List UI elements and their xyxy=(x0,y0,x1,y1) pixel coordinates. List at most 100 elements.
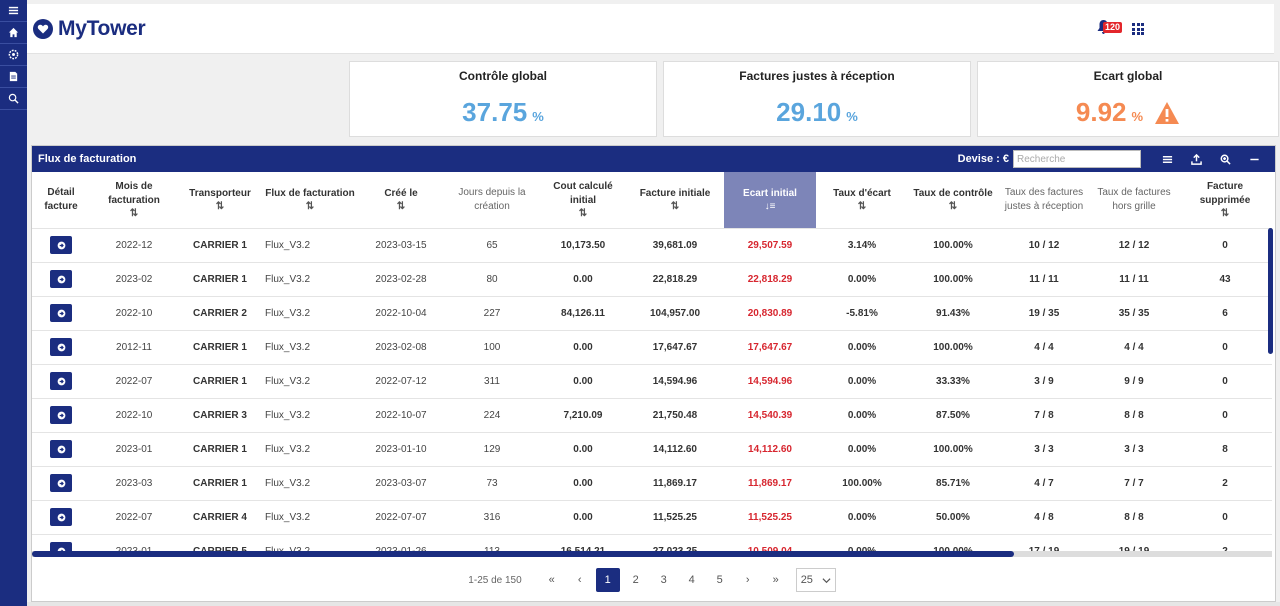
gear-icon[interactable] xyxy=(0,44,27,66)
cell-jours: 100 xyxy=(444,329,540,364)
cell-supprimee: 43 xyxy=(1178,261,1272,296)
detail-button[interactable] xyxy=(50,508,72,526)
col-header[interactable]: Mois de facturation ⇅ xyxy=(90,172,178,228)
page-button-4[interactable]: 4 xyxy=(688,574,695,586)
detail-button[interactable] xyxy=(50,270,72,288)
cell-flux: Flux_V3.2 xyxy=(262,227,358,262)
kpi-title: Ecart global xyxy=(1093,69,1163,83)
cell-hors-grille: 9 / 9 xyxy=(1090,363,1178,398)
cell-supprimee: 0 xyxy=(1178,329,1272,364)
page-button-1[interactable]: 1 xyxy=(595,568,620,592)
arrow-right-circle-icon xyxy=(57,411,65,419)
document-icon[interactable] xyxy=(0,66,27,88)
col-header[interactable]: Taux d'écart ⇅ xyxy=(816,172,908,228)
export-icon[interactable] xyxy=(1182,149,1211,169)
cell-taux-controle: 100.00% xyxy=(908,533,998,554)
cell-supprimee: 0 xyxy=(1178,499,1272,534)
search-icon[interactable] xyxy=(0,88,27,110)
cell-taux-ecart: -5.81% xyxy=(816,295,908,330)
detail-cell xyxy=(32,261,90,296)
page-button-5[interactable]: 5 xyxy=(716,574,723,586)
notifications-button[interactable]: 120 xyxy=(1096,19,1123,39)
page-button-3[interactable]: 3 xyxy=(660,574,667,586)
col-header[interactable]: Transporteur ⇅ xyxy=(178,172,262,228)
cell-taux-controle: 100.00% xyxy=(908,431,998,466)
cell-taux-ecart: 0.00% xyxy=(816,363,908,398)
detail-button[interactable] xyxy=(50,372,72,390)
prev-page-button[interactable]: ‹ xyxy=(577,574,582,586)
cell-hors-grille: 19 / 19 xyxy=(1090,533,1178,554)
cell-hors-grille: 4 / 4 xyxy=(1090,329,1178,364)
detail-button[interactable] xyxy=(50,406,72,424)
cell-taux-controle: 91.43% xyxy=(908,295,998,330)
home-icon[interactable] xyxy=(0,22,27,44)
logo[interactable]: MyTower xyxy=(33,17,146,41)
cell-jours: 129 xyxy=(444,431,540,466)
detail-button[interactable] xyxy=(50,440,72,458)
logo-heart-icon xyxy=(33,18,53,39)
warning-icon xyxy=(1155,101,1180,124)
zoom-icon[interactable] xyxy=(1211,149,1240,169)
cell-taux-ecart: 100.00% xyxy=(816,465,908,500)
cell-taux-controle: 33.33% xyxy=(908,363,998,398)
apps-grid-icon[interactable] xyxy=(1132,23,1144,35)
horizontal-scrollbar[interactable] xyxy=(32,551,1272,557)
page-size-select[interactable]: 25 xyxy=(795,568,836,592)
sort-icon: ⇅ xyxy=(129,208,139,220)
detail-button[interactable] xyxy=(50,474,72,492)
search-input[interactable] xyxy=(1013,150,1141,168)
sort-desc-icon: ↓≡ xyxy=(764,201,776,213)
cell-justes: 10 / 12 xyxy=(998,227,1090,262)
cell-mois: 2022-10 xyxy=(90,295,178,330)
cell-flux: Flux_V3.2 xyxy=(262,465,358,500)
cell-taux-ecart: 0.00% xyxy=(816,397,908,432)
col-header-active[interactable]: Ecart initial ↓≡ xyxy=(724,172,816,228)
col-header[interactable]: Créé le ⇅ xyxy=(358,172,444,228)
cell-transporteur: CARRIER 4 xyxy=(178,499,262,534)
columns-menu-icon[interactable] xyxy=(1153,149,1182,169)
table-row: 2022-10 CARRIER 3 Flux_V3.2 2022-10-07 224 7,… xyxy=(32,397,1272,432)
col-header[interactable]: Flux de facturation ⇅ xyxy=(265,188,355,213)
kpi-title: Contrôle global xyxy=(459,69,547,83)
col-header[interactable]: Taux de contrôle ⇅ xyxy=(908,172,998,228)
arrow-right-circle-icon xyxy=(57,445,65,453)
vertical-scrollbar-thumb[interactable] xyxy=(1268,228,1273,354)
cell-ecart: 20,830.89 xyxy=(724,295,816,330)
cell-flux: Flux_V3.2 xyxy=(262,295,358,330)
pagination-range: 1-25 de 150 xyxy=(468,574,522,586)
cell-ecart: 14,540.39 xyxy=(724,397,816,432)
last-page-button[interactable]: » xyxy=(772,574,779,586)
detail-button[interactable] xyxy=(50,304,72,322)
cell-taux-controle: 100.00% xyxy=(908,261,998,296)
cell-justes: 4 / 7 xyxy=(998,465,1090,500)
col-header[interactable]: Cout calculé initial ⇅ xyxy=(540,172,626,228)
cell-mois: 2022-07 xyxy=(90,499,178,534)
kpi-value: 9.92 xyxy=(1075,97,1127,127)
table-row: 2022-07 CARRIER 1 Flux_V3.2 2022-07-12 311 0.… xyxy=(32,363,1272,398)
cell-jours: 227 xyxy=(444,295,540,330)
cell-mois: 2022-07 xyxy=(90,363,178,398)
col-header[interactable]: Facture supprimée ⇅ xyxy=(1178,172,1272,228)
col-header[interactable]: Détail facture xyxy=(44,186,78,212)
cell-cout: 0.00 xyxy=(540,363,626,398)
page-button-2[interactable]: 2 xyxy=(632,574,639,586)
detail-cell xyxy=(32,431,90,466)
cell-cout: 10,173.50 xyxy=(540,227,626,262)
table-row: 2022-07 CARRIER 4 Flux_V3.2 2022-07-07 316 0.… xyxy=(32,499,1272,534)
detail-button[interactable] xyxy=(50,236,72,254)
kpi-unit: % xyxy=(532,109,544,124)
col-header[interactable]: Facture initiale ⇅ xyxy=(626,172,724,228)
table-scroll-area[interactable]: Détail facture Mois de facturation ⇅ Tran… xyxy=(32,172,1275,554)
cell-hors-grille: 8 / 8 xyxy=(1090,499,1178,534)
chevron-down-icon xyxy=(822,577,831,583)
minimize-icon[interactable] xyxy=(1240,149,1269,169)
menu-icon[interactable] xyxy=(0,0,27,22)
table-row: 2023-01 CARRIER 5 Flux_V3.2 2023-01-26 113 16… xyxy=(32,533,1272,554)
next-page-button[interactable]: › xyxy=(745,574,750,586)
cell-cree: 2023-01-10 xyxy=(358,431,444,466)
detail-button[interactable] xyxy=(50,338,72,356)
vertical-scrollbar[interactable] xyxy=(1268,228,1273,558)
cell-ecart: 14,594.96 xyxy=(724,363,816,398)
horizontal-scrollbar-thumb[interactable] xyxy=(32,551,1014,557)
first-page-button[interactable]: « xyxy=(548,574,555,586)
